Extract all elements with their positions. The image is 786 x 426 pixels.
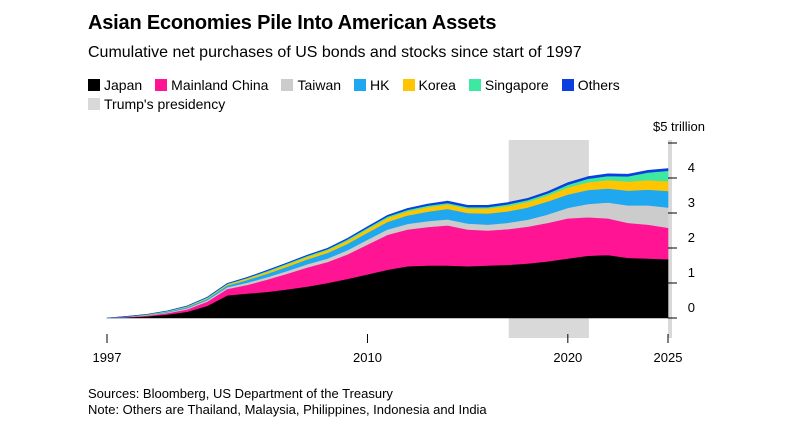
legend-item-singapore: Singapore: [468, 76, 549, 93]
legend-item-mainland-china: Mainland China: [155, 77, 268, 93]
x-tick-label: 2010: [353, 350, 382, 365]
legend-item-japan: Japan: [88, 77, 142, 93]
y-tick-label: 3: [688, 195, 695, 210]
legend-item-korea: Korea: [402, 76, 456, 93]
legend-label-japan: Japan: [104, 76, 143, 93]
legend: Japan Mainland China Taiwan HK Korea Sin…: [88, 75, 708, 113]
legend-label-korea: Korea: [418, 76, 456, 93]
chart-subtitle: Cumulative net purchases of US bonds and…: [88, 44, 582, 61]
legend-item-hk: HK: [354, 76, 390, 93]
chart-footer: Sources: Bloomberg, US Department of the…: [88, 386, 487, 418]
y-tick-label: 4: [688, 160, 695, 175]
legend-swatch-others: [561, 78, 574, 91]
legend-swatch-japan: [88, 78, 100, 91]
legend-swatch-korea: [402, 78, 415, 91]
legend-label-singapore: Singapore: [484, 76, 549, 93]
legend-row-2: Trump's presidency: [88, 94, 708, 113]
others-note: Note: Others are Thailand, Malaysia, Phi…: [88, 402, 487, 417]
legend-swatch-singapore: [468, 78, 481, 91]
legend-row-1: Japan Mainland China Taiwan HK Korea Sin…: [88, 75, 708, 94]
legend-label-hk: HK: [370, 76, 390, 93]
area-series: [106, 168, 669, 319]
sources-note: Sources: Bloomberg, US Department of the…: [88, 386, 393, 401]
highlight-band-2: [668, 140, 672, 338]
legend-swatch-mainland-china: [155, 78, 168, 91]
legend-label-mainland-china: Mainland China: [171, 76, 269, 93]
chart-title: Asian Economies Pile Into American Asset…: [88, 12, 497, 34]
y-unit-label: $5 trillion: [653, 119, 705, 134]
legend-item-others: Others: [561, 76, 620, 93]
area-others: [106, 168, 669, 319]
legend-label-others: Others: [577, 76, 620, 93]
legend-label-taiwan: Taiwan: [297, 76, 342, 93]
legend-item-trumps-presidency: Trump's presidency: [88, 96, 225, 112]
x-tick-label: 2020: [553, 350, 582, 365]
legend-item-taiwan: Taiwan: [281, 77, 341, 93]
legend-swatch-trumps-presidency: [88, 97, 100, 110]
x-tick-label: 1997: [93, 350, 122, 365]
legend-label-trumps-presidency: Trump's presidency: [104, 95, 226, 112]
legend-swatch-taiwan: [281, 78, 294, 91]
chart-axes: 0 1 2 3 4 $5 trillion 1997 2010 2020 2025: [93, 119, 705, 365]
y-tick-label: 0: [688, 300, 695, 315]
y-tick-label: 1: [688, 265, 695, 280]
x-tick-label: 2025: [654, 350, 683, 365]
legend-swatch-hk: [354, 78, 367, 91]
y-tick-label: 2: [688, 230, 695, 245]
